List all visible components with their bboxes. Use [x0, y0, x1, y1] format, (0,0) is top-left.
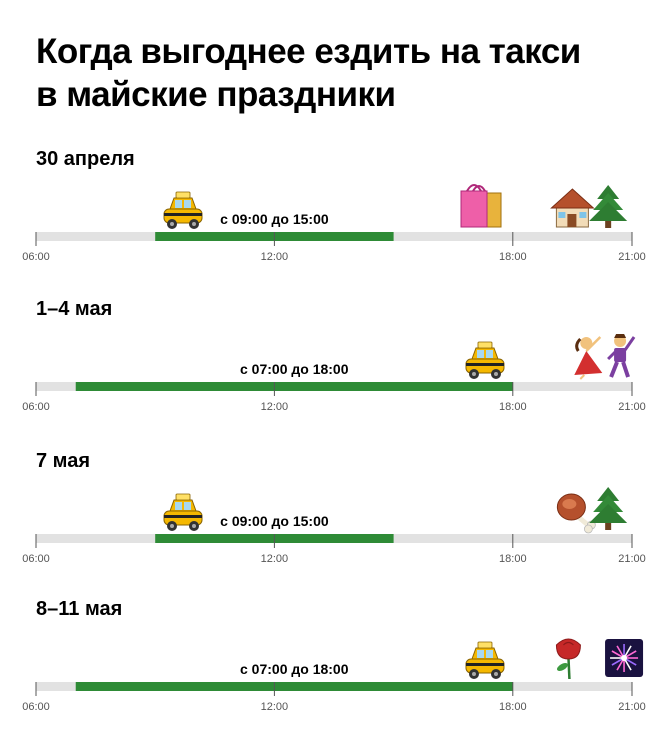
tick-label: 12:00 — [261, 701, 289, 713]
taxi-icon — [163, 191, 203, 229]
tick-label: 06:00 — [22, 251, 50, 263]
fir-tree-icon — [589, 487, 628, 530]
day-title: 1–4 мая — [36, 298, 113, 320]
tick-label: 21:00 — [618, 701, 646, 713]
tick-label: 12:00 — [261, 553, 289, 565]
range-bar — [75, 382, 513, 391]
tick-label: 21:00 — [618, 553, 646, 565]
house-icon — [550, 188, 595, 228]
meat-on-bone-icon — [556, 493, 596, 534]
day-section: 1–4 мая с 07:00 до 18:00 06:00 12:00 18:00 21… — [0, 298, 660, 438]
tick-label: 18:00 — [499, 701, 527, 713]
title-line-2: в майские праздники — [36, 75, 396, 114]
day-title: 30 апреля — [36, 148, 135, 170]
dancing-man-icon — [607, 334, 636, 378]
taxi-icon — [465, 341, 505, 379]
timeline-chart: с 07:00 до 18:00 06:00 12:00 18:00 21:00 — [22, 638, 646, 713]
tick-label: 18:00 — [499, 553, 527, 565]
tick-label: 21:00 — [618, 251, 646, 263]
page-title: Когда выгоднее ездить на такси в майские… — [36, 30, 636, 116]
day-section: 8–11 мая с 07:00 до 18:00 06:00 12:00 18:00 2… — [0, 598, 660, 738]
range-bar — [75, 682, 513, 691]
day-title: 8–11 мая — [36, 598, 123, 620]
taxi-icon — [465, 641, 505, 679]
shopping-bags-icon — [460, 184, 502, 228]
tick-label: 06:00 — [22, 401, 50, 413]
day-title: 7 мая — [36, 450, 91, 472]
range-label: с 09:00 до 15:00 — [220, 513, 329, 529]
day-section: 7 мая с 09:00 до 15:00 06:00 12:00 18:00 21:0… — [0, 450, 660, 590]
tick-label: 12:00 — [261, 401, 289, 413]
tick-label: 12:00 — [261, 251, 289, 263]
day-section: 30 апреля с 09:00 до 15:00 06:00 12:00 18:00… — [0, 148, 660, 288]
tick-label: 18:00 — [499, 401, 527, 413]
tick-label: 06:00 — [22, 701, 50, 713]
timeline-chart: с 09:00 до 15:00 06:00 12:00 18:00 21:00 — [22, 184, 646, 263]
fir-tree-icon — [589, 185, 628, 228]
range-label: с 07:00 до 18:00 — [240, 661, 349, 677]
range-label: с 07:00 до 18:00 — [240, 361, 349, 377]
fireworks-icon — [605, 639, 644, 677]
tick-label: 18:00 — [499, 251, 527, 263]
tick-label: 06:00 — [22, 553, 50, 565]
tick-label: 21:00 — [618, 401, 646, 413]
rose-icon — [555, 638, 581, 680]
title-line-1: Когда выгоднее ездить на такси — [36, 32, 581, 71]
timeline-chart: с 09:00 до 15:00 06:00 12:00 18:00 21:00 — [22, 487, 646, 565]
range-label: с 09:00 до 15:00 — [220, 211, 329, 227]
timeline-chart: с 07:00 до 18:00 06:00 12:00 18:00 21:00 — [22, 334, 646, 413]
taxi-icon — [163, 493, 203, 531]
dancing-woman-icon — [574, 336, 603, 380]
